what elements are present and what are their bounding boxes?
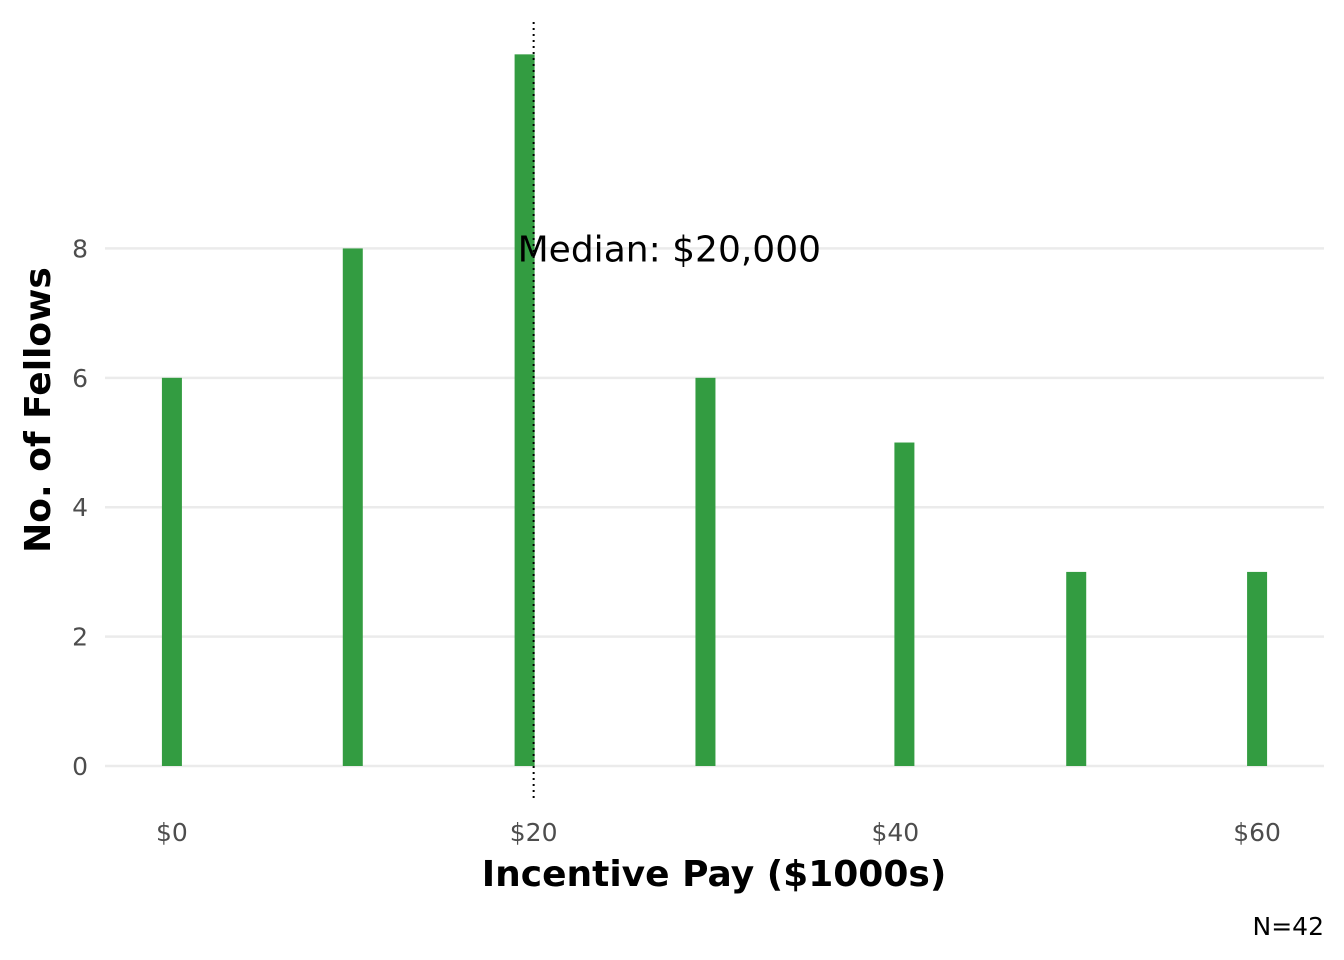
median-annotation: Median: $20,000 — [518, 229, 821, 270]
y-tick-label: 0 — [72, 752, 88, 781]
x-axis-ticks: $0 $20 $40 $60 — [156, 818, 1281, 847]
bar — [894, 442, 915, 766]
bar — [1247, 571, 1268, 766]
x-tick-label: $20 — [510, 818, 558, 847]
bar — [695, 377, 716, 766]
x-tick-label: $40 — [872, 818, 920, 847]
y-tick-label: 8 — [72, 234, 88, 263]
y-tick-label: 4 — [72, 493, 88, 522]
x-axis-title: Incentive Pay ($1000s) — [482, 854, 947, 895]
x-tick-label: $0 — [156, 818, 188, 847]
bars — [161, 54, 1268, 766]
x-tick-label: $60 — [1233, 818, 1281, 847]
y-tick-label: 6 — [72, 364, 88, 393]
y-axis-title: No. of Fellows — [18, 267, 59, 553]
y-axis-ticks: 0 2 4 6 8 — [72, 234, 88, 781]
caption: N=42 — [1253, 912, 1324, 941]
bar — [161, 377, 182, 766]
y-tick-label: 2 — [72, 623, 88, 652]
bar — [514, 54, 535, 766]
bar — [342, 248, 363, 766]
bar — [1066, 571, 1087, 766]
